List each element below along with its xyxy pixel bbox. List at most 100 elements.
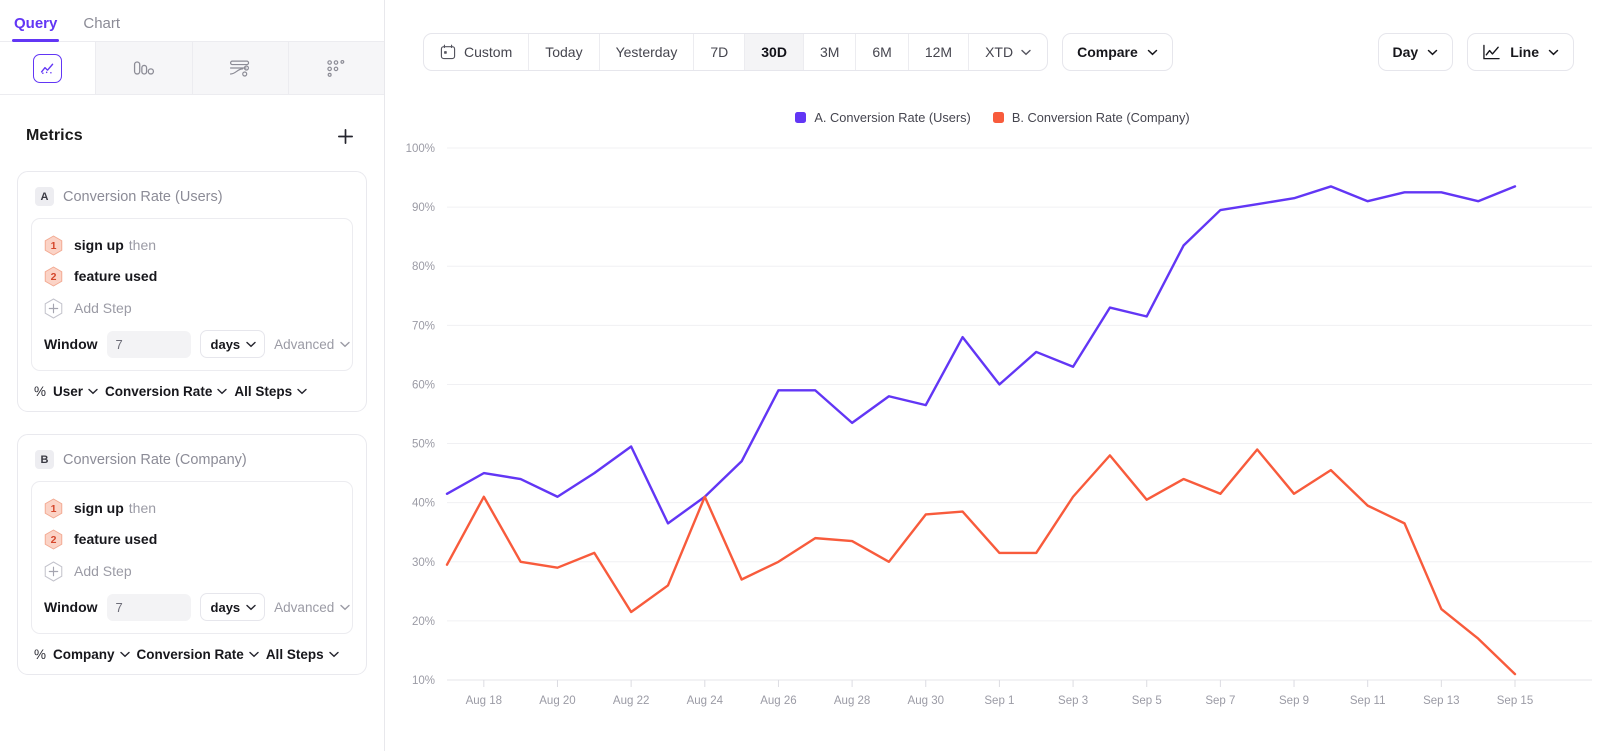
legend-swatch-a bbox=[795, 111, 807, 123]
range-6m-label: 6M bbox=[872, 44, 892, 60]
add-step-label: Add Step bbox=[74, 563, 132, 579]
tab-query[interactable]: Query bbox=[12, 15, 60, 42]
x-axis-tick-label: Sep 9 bbox=[1279, 695, 1309, 707]
x-axis-tick-label: Aug 28 bbox=[834, 695, 870, 707]
step-number: 2 bbox=[50, 270, 57, 283]
step-content: sign up then bbox=[74, 500, 156, 518]
chart-type-select[interactable]: Line bbox=[1467, 33, 1574, 71]
range-today[interactable]: Today bbox=[529, 34, 600, 70]
viz-tab-bar[interactable] bbox=[96, 42, 193, 94]
granularity-label: Day bbox=[1392, 44, 1419, 60]
line-chart-svg[interactable]: 100% 90% 80% 70% 60% 50% 40% 30% 20% 10% Aug 18 Aug… bbox=[385, 130, 1600, 730]
plus-hexagon-icon bbox=[44, 560, 63, 582]
range-12m[interactable]: 12M bbox=[909, 34, 970, 70]
metric-b-steps: 1 sign up then 2 bbox=[31, 481, 353, 634]
series-line-b[interactable] bbox=[445, 448, 1517, 676]
range-7d[interactable]: 7D bbox=[694, 34, 746, 70]
granularity-select[interactable]: Day bbox=[1377, 33, 1454, 71]
metric-a-step-1[interactable]: 1 sign up then bbox=[44, 230, 340, 261]
metric-a-window-row: Window days Advanced bbox=[44, 330, 350, 358]
window-unit-label: days bbox=[210, 599, 241, 615]
range-6m[interactable]: 6M bbox=[856, 34, 909, 70]
advanced-label: Advanced bbox=[274, 336, 335, 352]
legend-label-a: A. Conversion Rate (Users) bbox=[814, 109, 971, 125]
viz-tab-line[interactable] bbox=[0, 42, 97, 94]
dots-grid-icon bbox=[322, 54, 351, 83]
metric-b-scope-select[interactable]: All Steps bbox=[266, 647, 339, 662]
scope-label: All Steps bbox=[234, 384, 293, 399]
range-custom-label: Custom bbox=[464, 44, 513, 60]
window-label: Window bbox=[44, 336, 98, 352]
query-sidebar: Query Chart bbox=[0, 0, 385, 751]
series-line-a[interactable] bbox=[445, 185, 1517, 525]
line-chart-icon bbox=[33, 53, 63, 83]
chevron-down-icon bbox=[1427, 49, 1438, 55]
chart-canvas[interactable]: 100% 90% 80% 70% 60% 50% 40% 30% 20% 10% Aug 18 Aug… bbox=[385, 130, 1600, 751]
compare-button[interactable]: Compare bbox=[1062, 33, 1173, 71]
step-content: feature used bbox=[74, 268, 157, 286]
step-number-hexagon-icon: 2 bbox=[44, 266, 63, 287]
metric-b-title[interactable]: Conversion Rate (Company) bbox=[63, 451, 247, 468]
x-axis-tick-label: Aug 30 bbox=[908, 695, 944, 707]
range-xtd[interactable]: XTD bbox=[969, 34, 1047, 70]
metric-b-measure-select[interactable]: Conversion Rate bbox=[137, 647, 259, 662]
viz-tab-flow[interactable] bbox=[192, 42, 289, 94]
range-30d[interactable]: 30D bbox=[745, 34, 804, 70]
metric-b-step-2[interactable]: 2 feature used bbox=[44, 524, 340, 555]
metric-a-measure-select[interactable]: Conversion Rate bbox=[105, 384, 228, 399]
y-axis-tick-label: 40% bbox=[412, 498, 435, 510]
x-axis-tick-label: Aug 24 bbox=[687, 695, 724, 707]
metric-b-add-step-button[interactable]: Add Step bbox=[44, 555, 340, 587]
step-connector-label: then bbox=[128, 236, 157, 253]
window-unit-select[interactable]: days bbox=[199, 330, 266, 358]
range-custom[interactable]: Custom bbox=[424, 34, 530, 70]
window-input[interactable] bbox=[106, 330, 191, 358]
chart-toolbar: Custom Today Yesterday 7D 30D 3M 6M 12M … bbox=[385, 0, 1600, 104]
add-metric-button[interactable] bbox=[332, 123, 358, 149]
tab-chart[interactable]: Chart bbox=[83, 15, 121, 32]
window-unit-label: days bbox=[210, 336, 241, 352]
chevron-down-icon bbox=[1021, 49, 1031, 55]
range-yesterday-label: Yesterday bbox=[615, 44, 678, 60]
scope-label: All Steps bbox=[265, 647, 324, 662]
plus-hexagon-icon bbox=[44, 297, 63, 319]
step-content: feature used bbox=[74, 531, 157, 549]
chart-type-label: Line bbox=[1510, 44, 1539, 60]
x-axis-tick-label: Sep 15 bbox=[1497, 695, 1533, 707]
metric-b-advanced-toggle[interactable]: Advanced bbox=[274, 600, 350, 615]
line-chart-icon bbox=[1483, 44, 1500, 59]
metric-b-letter-badge: B bbox=[35, 450, 54, 469]
x-axis-tick-label: Aug 20 bbox=[539, 695, 575, 707]
chevron-down-icon bbox=[217, 388, 228, 395]
window-unit-select[interactable]: days bbox=[199, 593, 266, 621]
step-number-hexagon-icon: 2 bbox=[44, 529, 63, 550]
metric-a-title[interactable]: Conversion Rate (Users) bbox=[63, 188, 223, 205]
y-axis-tick-label: 20% bbox=[412, 616, 435, 628]
legend-item-a[interactable]: A. Conversion Rate (Users) bbox=[795, 109, 971, 125]
chart-legend: A. Conversion Rate (Users) B. Conversion… bbox=[385, 104, 1600, 130]
sidebar-tabs: Query Chart bbox=[0, 0, 384, 42]
chevron-down-icon bbox=[340, 341, 350, 347]
range-yesterday[interactable]: Yesterday bbox=[600, 34, 695, 70]
legend-swatch-b bbox=[992, 111, 1004, 123]
metric-a-entity-select[interactable]: User bbox=[53, 384, 98, 399]
metric-a-add-step-button[interactable]: Add Step bbox=[44, 292, 340, 324]
metric-a-header: A Conversion Rate (Users) bbox=[31, 185, 353, 218]
entity-label: User bbox=[53, 384, 84, 399]
range-30d-label: 30D bbox=[761, 44, 787, 60]
chart-panel: Custom Today Yesterday 7D 30D 3M 6M 12M … bbox=[385, 0, 1600, 751]
metric-a-advanced-toggle[interactable]: Advanced bbox=[274, 337, 350, 352]
chevron-down-icon bbox=[340, 604, 350, 610]
legend-item-b[interactable]: B. Conversion Rate (Company) bbox=[992, 110, 1190, 125]
metric-b-step-1[interactable]: 1 sign up then bbox=[44, 493, 340, 524]
window-input[interactable] bbox=[106, 593, 191, 621]
metric-a-scope-select[interactable]: All Steps bbox=[234, 384, 307, 399]
metric-b-entity-select[interactable]: Company bbox=[53, 647, 130, 662]
measure-label: Conversion Rate bbox=[105, 384, 213, 399]
range-3m[interactable]: 3M bbox=[804, 34, 857, 70]
metric-a-step-2[interactable]: 2 feature used bbox=[44, 261, 340, 292]
x-axis-tick-label: Sep 5 bbox=[1132, 695, 1162, 707]
viz-tab-dots[interactable] bbox=[288, 42, 384, 94]
metric-a-steps: 1 sign up then 2 bbox=[31, 218, 353, 371]
